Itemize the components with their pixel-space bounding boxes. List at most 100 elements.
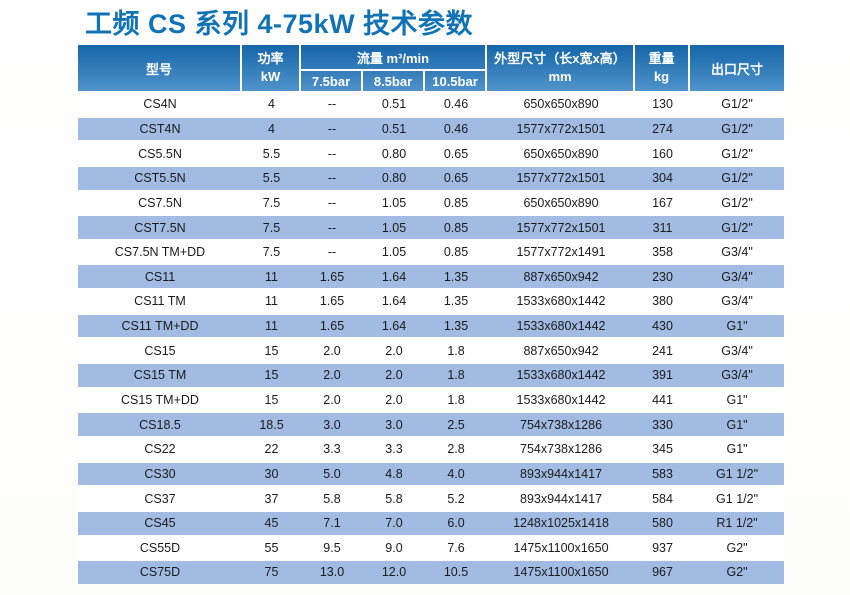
cell-flow-8-5: 0.80 (363, 166, 425, 192)
col-header-power-unit: kW (260, 69, 281, 84)
cell-flow-7-5: 5.8 (301, 487, 363, 512)
cell-dimensions: 1533x680x1442 (487, 388, 636, 414)
cell-model: CS75D (78, 561, 242, 586)
cell-weight: 330 (635, 413, 691, 438)
cell-power: 7.5 (242, 240, 301, 266)
cell-flow-8-5: 2.0 (363, 388, 425, 414)
cell-flow-10-5: 0.46 (425, 93, 488, 118)
col-header-flow-10-5bar: 10.5bar (425, 71, 488, 93)
cell-power: 45 (242, 511, 301, 537)
cell-dimensions: 1475x1100x1650 (487, 561, 636, 586)
cell-flow-10-5: 5.2 (425, 487, 488, 512)
cell-outlet: G1/2" (690, 166, 785, 192)
cell-flow-7-5: -- (301, 93, 363, 118)
table-row: CS11 TM 11 1.65 1.64 1.35 1533x680x1442 380 G3/… (78, 290, 785, 315)
cell-power: 11 (242, 314, 301, 340)
cell-flow-10-5: 1.35 (425, 314, 488, 340)
cell-flow-8-5: 2.0 (363, 364, 425, 389)
cell-outlet: G1/2" (690, 93, 785, 118)
cell-flow-7-5: -- (301, 166, 363, 192)
col-header-flow-group: 流量 m³/min (301, 45, 488, 71)
table-row: CST7.5N 7.5 -- 1.05 0.85 1577x772x1501 311 G1/2… (78, 216, 785, 241)
cell-outlet: G1" (690, 437, 785, 463)
table-body: CS4N 4 -- 0.51 0.46 650x650x890 130 G1/2" CST4N 4… (78, 93, 785, 586)
cell-flow-8-5: 1.05 (363, 191, 425, 217)
cell-power: 37 (242, 487, 301, 512)
cell-model: CS37 (78, 487, 242, 512)
cell-flow-10-5: 0.85 (425, 191, 488, 217)
cell-flow-7-5: -- (301, 117, 363, 143)
cell-dimensions: 893x944x1417 (487, 487, 636, 512)
cell-outlet: G3/4" (690, 290, 785, 315)
cell-outlet: G2" (690, 561, 785, 586)
cell-power: 15 (242, 339, 301, 365)
cell-weight: 274 (635, 117, 691, 143)
table-row: CS30 30 5.0 4.8 4.0 893x944x1417 583 G1 1/2" (78, 462, 785, 488)
cell-flow-7-5: -- (301, 142, 363, 167)
cell-power: 5.5 (242, 142, 301, 167)
cell-flow-8-5: 3.0 (363, 413, 425, 438)
spec-table: 型号 功率 kW 流量 m³/min 外型尺寸（长x宽x高） mm 重量 kg … (78, 45, 785, 586)
cell-flow-10-5: 4.0 (425, 462, 488, 488)
cell-weight: 167 (635, 191, 691, 217)
cell-model: CS22 (78, 437, 242, 463)
cell-outlet: G1/2" (690, 191, 785, 217)
cell-flow-8-5: 1.64 (363, 314, 425, 340)
cell-dimensions: 1577x772x1491 (487, 240, 636, 266)
cell-dimensions: 1248x1025x1418 (487, 511, 636, 537)
cell-dimensions: 650x650x890 (487, 142, 636, 167)
cell-weight: 230 (635, 265, 691, 291)
table-row: CS4N 4 -- 0.51 0.46 650x650x890 130 G1/2" (78, 93, 785, 118)
cell-model: CST5.5N (78, 166, 242, 192)
col-header-dimensions-label: 外型尺寸（长x宽x高） (494, 51, 626, 67)
cell-model: CS11 TM (78, 290, 242, 315)
cell-flow-10-5: 0.65 (425, 166, 488, 192)
table-row: CS15 TM 15 2.0 2.0 1.8 1533x680x1442 391 G3/4" (78, 364, 785, 389)
col-header-outlet: 出口尺寸 (690, 45, 785, 93)
cell-model: CS15 TM (78, 364, 242, 389)
cell-outlet: G3/4" (690, 364, 785, 389)
cell-dimensions: 1577x772x1501 (487, 117, 636, 143)
cell-flow-7-5: 1.65 (301, 314, 363, 340)
cell-flow-10-5: 10.5 (425, 561, 488, 586)
cell-flow-7-5: 1.65 (301, 290, 363, 315)
table-row: CS37 37 5.8 5.8 5.2 893x944x1417 584 G1 1/2" (78, 487, 785, 512)
cell-flow-8-5: 3.3 (363, 437, 425, 463)
cell-dimensions: 887x650x942 (487, 265, 636, 291)
cell-flow-10-5: 0.65 (425, 142, 488, 167)
cell-flow-10-5: 2.5 (425, 413, 488, 438)
col-header-flow-7-5bar: 7.5bar (301, 71, 363, 93)
col-header-weight: 重量 kg (635, 45, 691, 93)
cell-flow-10-5: 0.46 (425, 117, 488, 143)
cell-outlet: G1" (690, 314, 785, 340)
cell-outlet: G3/4" (690, 240, 785, 266)
table-row: CS7.5N TM+DD 7.5 -- 1.05 0.85 1577x772x1491 35… (78, 240, 785, 266)
cell-outlet: G2" (690, 536, 785, 562)
cell-flow-10-5: 1.8 (425, 388, 488, 414)
cell-flow-8-5: 0.51 (363, 117, 425, 143)
cell-power: 15 (242, 364, 301, 389)
table-row: CS18.5 18.5 3.0 3.0 2.5 754x738x1286 330 G1" (78, 413, 785, 438)
cell-model: CST4N (78, 117, 242, 143)
col-header-weight-label: 重量 (648, 51, 675, 67)
cell-weight: 584 (635, 487, 691, 512)
cell-flow-10-5: 1.35 (425, 290, 488, 315)
cell-power: 11 (242, 265, 301, 291)
cell-flow-10-5: 2.8 (425, 437, 488, 463)
col-header-power: 功率 kW (242, 45, 301, 93)
cell-weight: 430 (635, 314, 691, 340)
cell-dimensions: 1475x1100x1650 (487, 536, 636, 562)
cell-model: CS30 (78, 462, 242, 488)
cell-flow-8-5: 0.51 (363, 93, 425, 118)
cell-weight: 304 (635, 166, 691, 192)
cell-power: 75 (242, 561, 301, 586)
table-row: CS11 TM+DD 11 1.65 1.64 1.35 1533x680x1442 430… (78, 314, 785, 340)
cell-dimensions: 1533x680x1442 (487, 290, 636, 315)
cell-model: CS18.5 (78, 413, 242, 438)
cell-weight: 160 (635, 142, 691, 167)
cell-weight: 583 (635, 462, 691, 488)
cell-flow-7-5: 1.65 (301, 265, 363, 291)
cell-weight: 358 (635, 240, 691, 266)
table-row: CS5.5N 5.5 -- 0.80 0.65 650x650x890 160 G1/2" (78, 142, 785, 167)
